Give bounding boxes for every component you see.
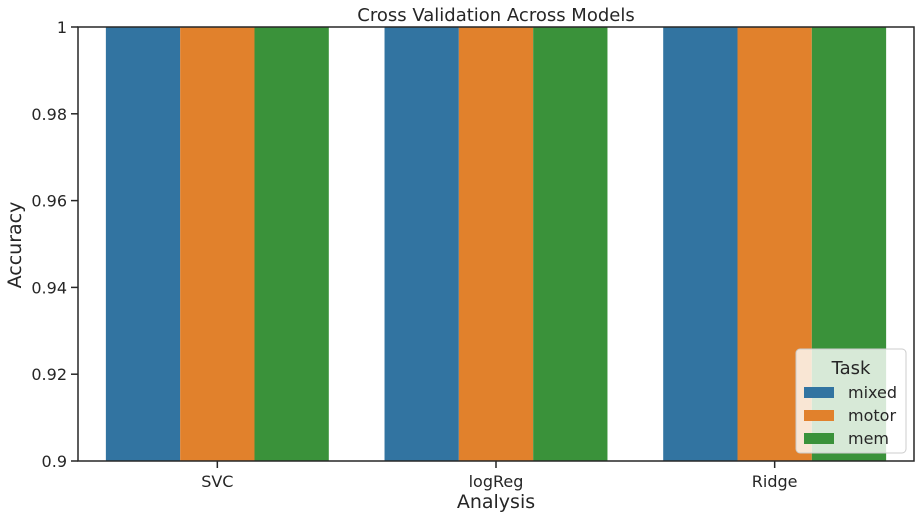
y-tick-label: 1 [57, 18, 67, 37]
legend: Task mixed motor mem [795, 348, 907, 454]
bar-mem-svc [254, 27, 329, 461]
legend-label-mixed: mixed [848, 383, 897, 402]
bar-mixed-svc [105, 27, 181, 461]
x-axis-ticks: SVC logReg Ridge [201, 461, 798, 491]
y-tick-label: 0.94 [31, 278, 67, 297]
legend-box [795, 348, 907, 454]
y-tick-label: 0.9 [42, 452, 67, 471]
y-axis-title: Accuracy [4, 202, 26, 289]
bars-group [105, 27, 887, 461]
x-tick-label: Ridge [752, 472, 798, 491]
legend-label-mem: mem [848, 429, 889, 448]
x-tick-label: logReg [469, 472, 524, 491]
y-axis-ticks: 0.9 0.92 0.94 0.96 0.98 1 [31, 18, 78, 471]
bar-mem-logreg [533, 27, 608, 461]
x-axis-title: Analysis [457, 491, 535, 513]
bar-mixed-logreg [384, 27, 459, 461]
y-tick-label: 0.92 [31, 365, 67, 384]
y-tick-label: 0.96 [31, 192, 67, 211]
bar-mixed-ridge [663, 27, 738, 461]
legend-label-motor: motor [848, 406, 896, 425]
chart-title: Cross Validation Across Models [357, 5, 634, 26]
bar-motor-logreg [458, 27, 534, 461]
plot-frame [77, 26, 915, 462]
x-tick-label: SVC [201, 472, 233, 491]
legend-swatch-mixed [804, 387, 834, 398]
legend-swatch-mem [804, 433, 834, 444]
y-tick-label: 0.98 [31, 105, 67, 124]
legend-title: Task [831, 358, 871, 379]
bar-motor-svc [180, 27, 255, 461]
legend-swatch-motor [804, 410, 834, 421]
